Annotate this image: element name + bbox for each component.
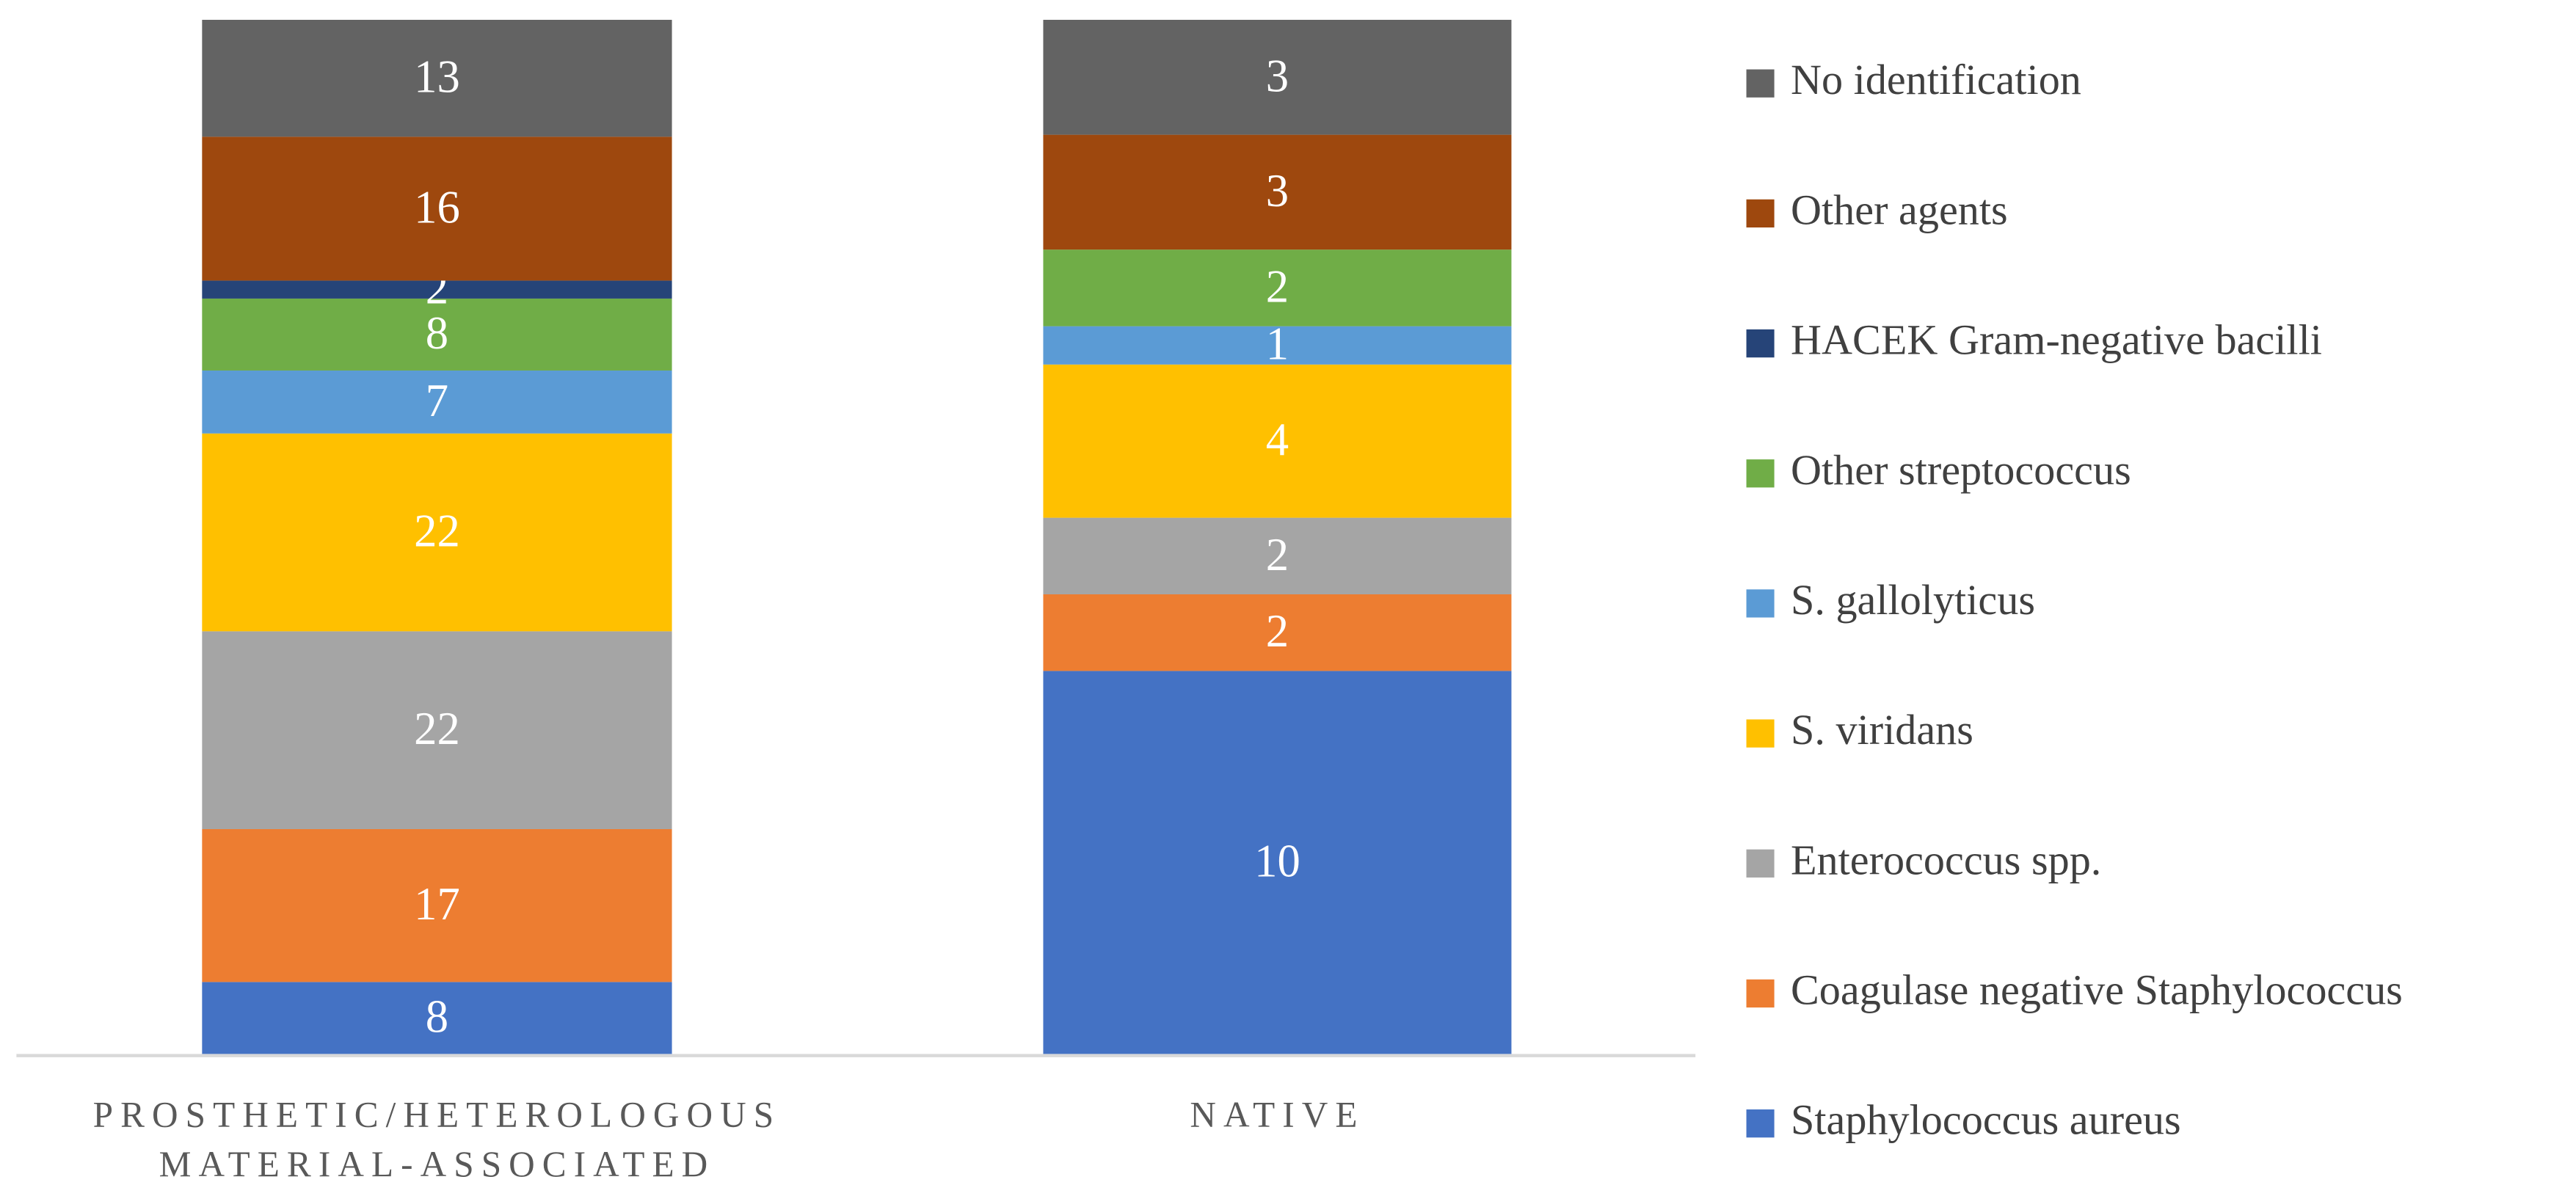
data-label: 10 [1254, 835, 1300, 886]
legend-label: S. viridans [1791, 706, 1973, 754]
data-label: 7 [426, 375, 448, 426]
legend-label: Other streptococcus [1791, 446, 2131, 494]
bar-segment [202, 370, 672, 434]
bar-segment [1043, 517, 1512, 594]
data-label: 2 [1266, 260, 1289, 312]
bar-segment [202, 136, 672, 281]
data-label: 22 [414, 505, 460, 556]
data-label: 22 [414, 703, 460, 754]
data-label: 4 [1266, 414, 1289, 465]
x-tick-label: PROSTHETIC/HETEROLOGOUS MATERIAL-ASSOCIA… [92, 1093, 782, 1185]
bar-segment [202, 828, 672, 982]
bar-segment [1043, 20, 1512, 135]
data-label: 2 [1266, 605, 1289, 657]
bar-segment [1043, 671, 1512, 1054]
legend-label: Enterococcus spp. [1791, 836, 2101, 883]
legend-swatch [1746, 199, 1775, 228]
bar-segment [202, 631, 672, 829]
data-label: 2 [1266, 529, 1289, 580]
bar-segment [1043, 364, 1512, 518]
x-tick-label-box: PROSTHETIC/HETEROLOGOUS MATERIAL-ASSOCIA… [92, 1093, 782, 1185]
bar-segment [202, 982, 672, 1054]
legend-label: Coagulase negative Staphylococcus [1791, 966, 2403, 1013]
bar-segment [202, 280, 672, 299]
x-tick-label-box: NATIVE [1190, 1093, 1365, 1135]
legend-label: S. gallolyticus [1791, 576, 2035, 624]
bar-segment [1043, 594, 1512, 671]
data-label: 8 [426, 991, 448, 1042]
bar-segment [1043, 134, 1512, 250]
data-label: 3 [1266, 165, 1289, 216]
data-label: 1 [1266, 318, 1289, 370]
data-label: 8 [426, 307, 448, 359]
bar-segment [1043, 326, 1512, 365]
data-label: 17 [414, 878, 460, 930]
legend-swatch [1746, 1109, 1775, 1138]
legend-swatch [1746, 459, 1775, 488]
bar-segment [202, 20, 672, 137]
legend-swatch [1746, 979, 1775, 1008]
data-label: 16 [414, 181, 460, 233]
legend-swatch [1746, 589, 1775, 618]
legend-label: Other agents [1791, 186, 2008, 233]
x-tick-label: NATIVE [1190, 1093, 1365, 1135]
data-label: 13 [414, 51, 460, 102]
legend-swatch [1746, 719, 1775, 748]
legend-swatch [1746, 69, 1775, 98]
bar-segment [1043, 249, 1512, 327]
legend-swatch [1746, 329, 1775, 358]
data-label: 3 [1266, 50, 1289, 101]
bar-segment [202, 298, 672, 371]
bar-segment [202, 433, 672, 632]
legend-label: No identification [1791, 56, 2081, 103]
legend-swatch [1746, 849, 1775, 878]
legend-label: Staphylococcus aureus [1791, 1096, 2181, 1144]
legend-label: HACEK Gram-negative bacilli [1791, 316, 2322, 363]
